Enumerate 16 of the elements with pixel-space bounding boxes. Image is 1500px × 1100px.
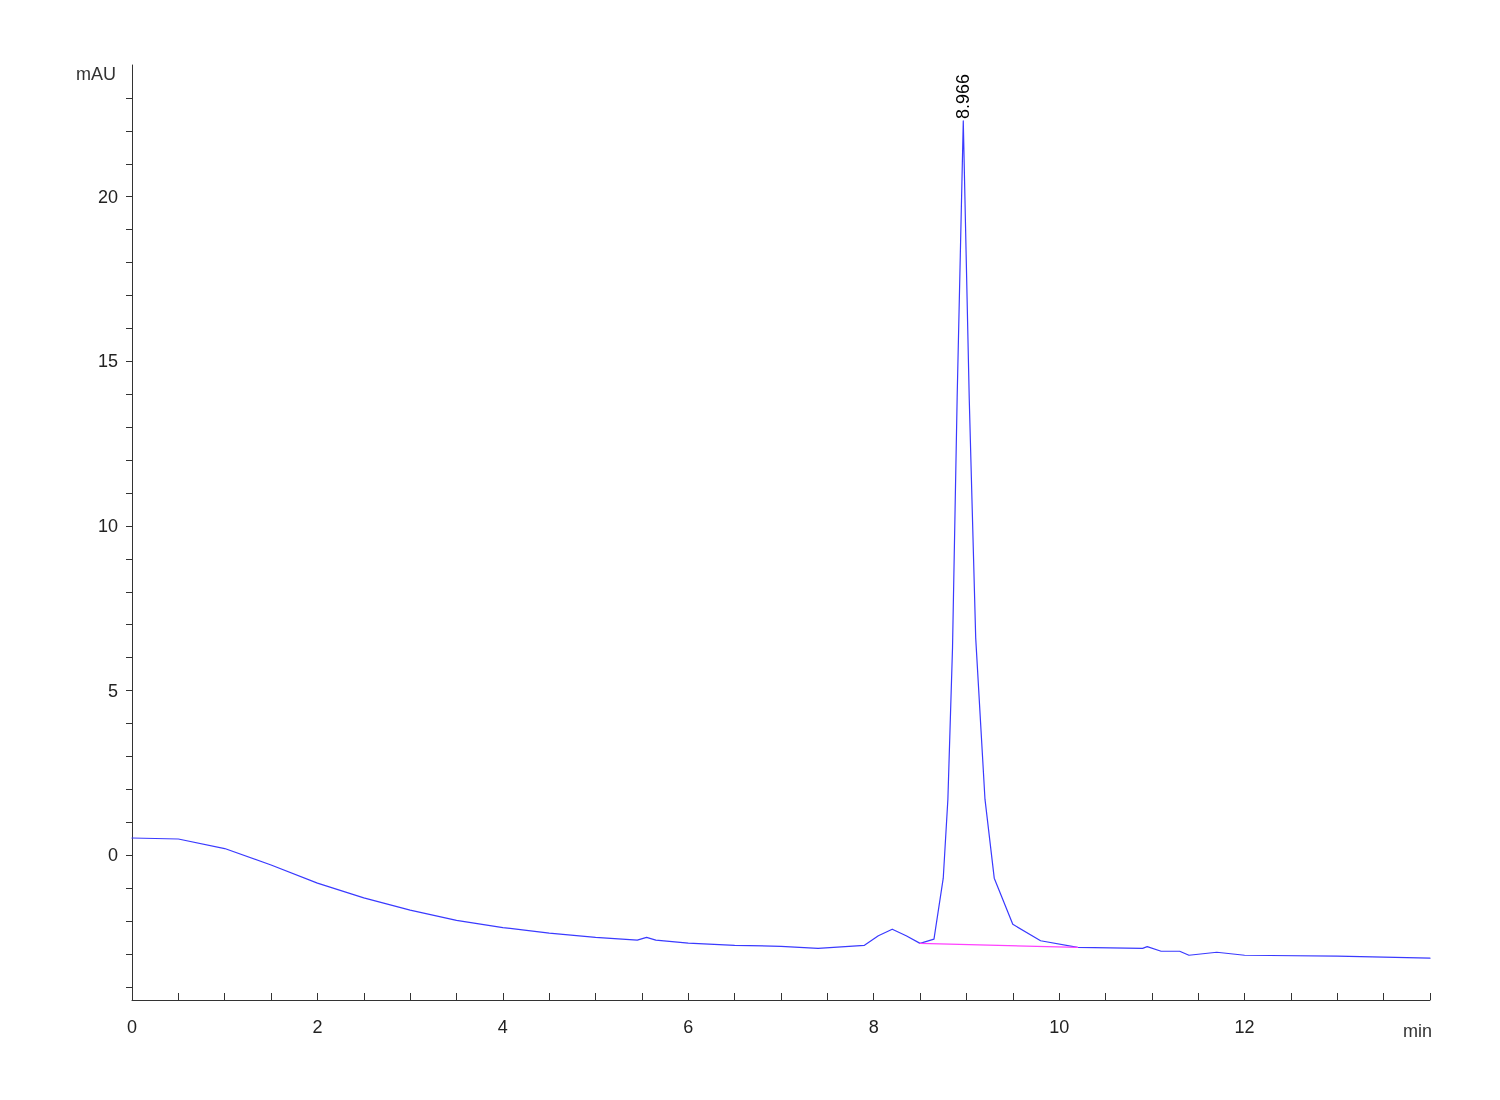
- x-axis-title: min: [1402, 1021, 1432, 1041]
- x-tick-label: 2: [312, 1017, 323, 1037]
- y-tick-label: 10: [97, 515, 118, 536]
- annotation: 8.966: [953, 73, 974, 119]
- y-tick-label: 20: [97, 186, 118, 207]
- y-tick-label: 15: [97, 351, 118, 372]
- x-tick-label: 8: [868, 1017, 879, 1037]
- y-tick-label: 0: [107, 845, 118, 866]
- y-axis-title: mAU: [76, 64, 116, 84]
- y-tick-label: 5: [107, 680, 118, 701]
- x-tick-label: 10: [1049, 1017, 1070, 1037]
- x-tick-label: 0: [126, 1017, 138, 1037]
- x-tick-label: 12: [1234, 1017, 1255, 1037]
- x-tick-label: 6: [683, 1017, 694, 1037]
- line-series: [131, 120, 1431, 959]
- x-tick-label: 4: [497, 1017, 508, 1037]
